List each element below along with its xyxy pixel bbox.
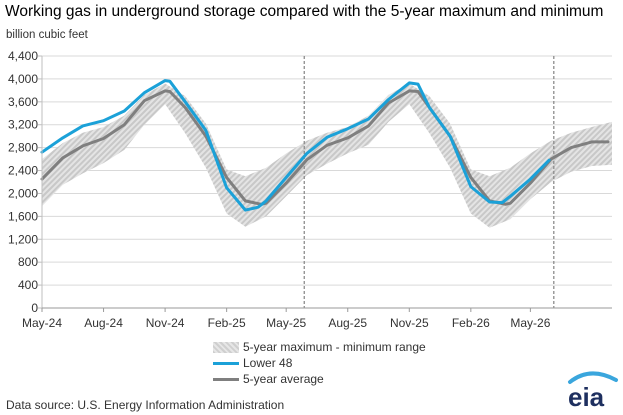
y-tick-label-8: 3,200	[8, 118, 38, 132]
y-tick-label-7: 2,800	[8, 141, 38, 155]
x-tick-label-6: Nov-25	[390, 316, 429, 330]
x-tick-label-7: Feb-26	[452, 316, 490, 330]
x-tick-label-8: May-26	[510, 316, 550, 330]
x-tick-label-3: Feb-25	[208, 316, 246, 330]
legend: 5-year maximum - minimum range Lower 48 …	[213, 339, 426, 387]
series-line-average	[40, 89, 610, 206]
x-tick-label-4: May-25	[266, 316, 306, 330]
legend-item-average: 5-year average	[213, 371, 426, 387]
legend-line-lower48	[213, 361, 239, 365]
y-tick-label-4: 1,600	[8, 209, 38, 223]
x-axis: May-24 Aug-24 Nov-24 Feb-25 May-25 Aug-25 Nov-…	[22, 307, 612, 330]
y-axis: 0 400 800 1,200 1,600 2,000 2,400 2,800 3,200 3,6…	[8, 49, 43, 315]
x-tick-label-5: Aug-25	[328, 316, 367, 330]
range-band-group	[42, 83, 612, 228]
y-tick-label-10: 4,000	[8, 72, 38, 86]
x-tick-label-0: May-24	[22, 316, 62, 330]
y-tick-label-9: 3,600	[8, 95, 38, 109]
legend-line-average	[213, 377, 239, 381]
legend-label-average: 5-year average	[243, 372, 324, 386]
range-band	[42, 83, 612, 228]
eia-logo-icon: eia	[568, 371, 618, 412]
x-tick-label-1: Aug-24	[84, 316, 123, 330]
y-tick-label-0: 0	[31, 301, 38, 315]
series-lines	[40, 79, 610, 212]
logo-text: eia	[568, 382, 605, 412]
x-tick-label-2: Nov-24	[146, 316, 185, 330]
y-tick-label-5: 2,000	[8, 186, 38, 200]
y-tick-label-2: 800	[18, 255, 38, 269]
legend-item-lower48: Lower 48	[213, 355, 426, 371]
y-tick-label-11: 4,400	[8, 49, 38, 63]
grid-lines	[42, 55, 612, 286]
legend-label-lower48: Lower 48	[243, 356, 293, 370]
y-tick-label-3: 1,200	[8, 232, 38, 246]
y-axis-label: billion cubic feet	[6, 29, 88, 41]
legend-swatch-range	[213, 341, 239, 353]
vertical-marker-lines	[303, 56, 555, 308]
legend-label-range: 5-year maximum - minimum range	[243, 340, 426, 354]
series-line-lower48	[40, 79, 551, 212]
data-source-note: Data source: U.S. Energy Information Adm…	[6, 398, 285, 412]
y-tick-label-6: 2,400	[8, 164, 38, 178]
chart-title: Working gas in underground storage compa…	[5, 3, 604, 20]
y-tick-label-1: 400	[18, 278, 38, 292]
legend-item-range: 5-year maximum - minimum range	[213, 339, 426, 355]
